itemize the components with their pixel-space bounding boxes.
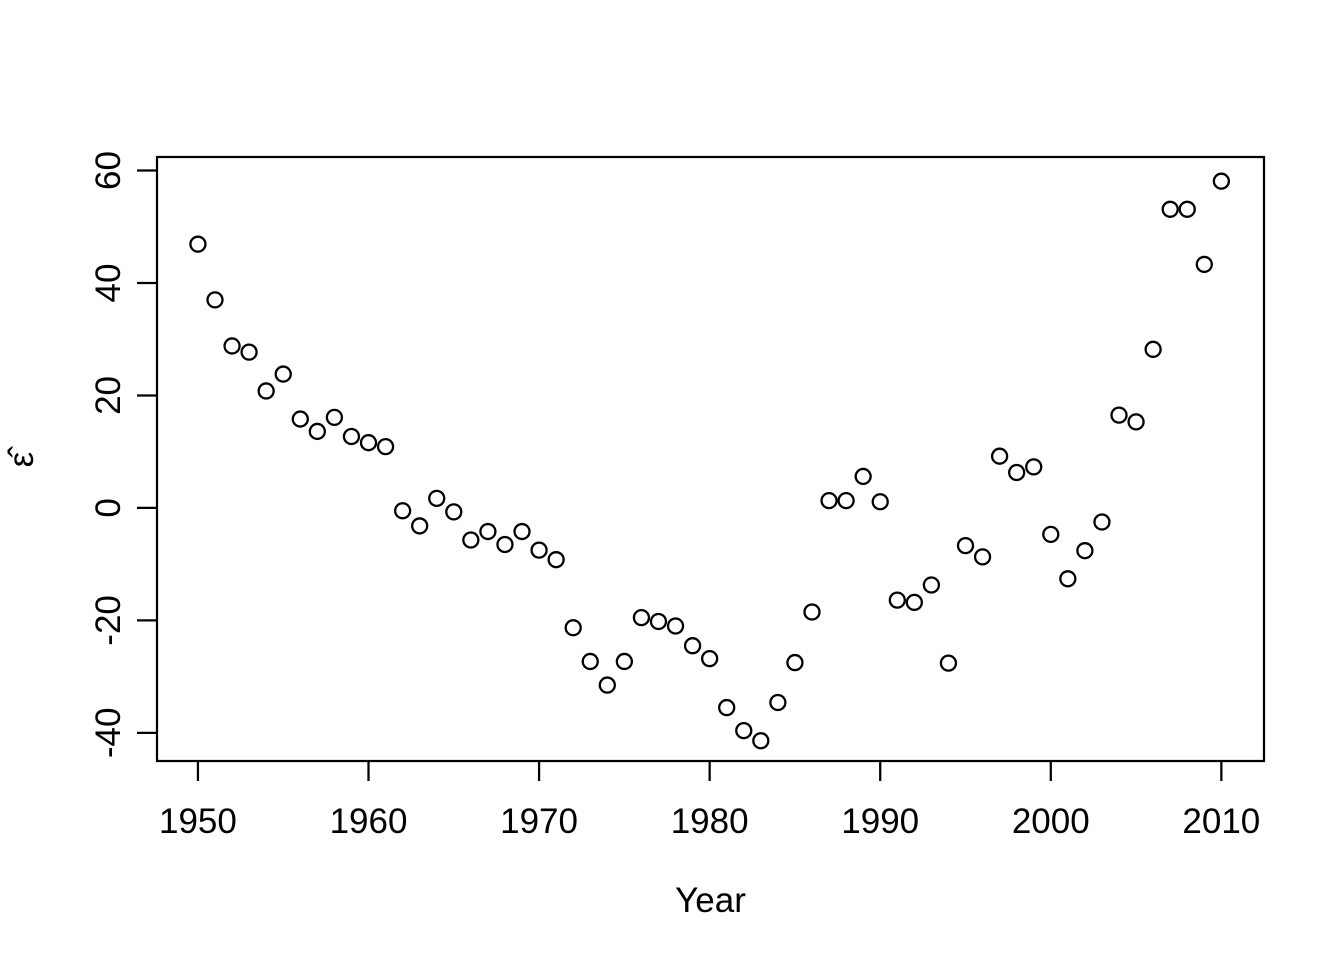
data-point [240,343,258,361]
x-axis: 1950 1960 1970 1980 1990 2000 2010 [159,761,1260,841]
y-tick-label: 40 [89,264,128,303]
x-tick-label: 2010 [1182,802,1260,841]
data-point [1110,406,1128,424]
data-point [376,437,395,456]
data-point [666,617,685,635]
data-point [547,551,565,569]
data-points [189,172,1231,750]
y-tick-label: 60 [89,151,128,190]
data-point [257,382,275,400]
data-point [1093,513,1111,531]
data-point [479,522,497,541]
data-point [786,653,804,672]
data-point [513,522,531,541]
data-point [411,517,429,535]
data-point [581,652,599,671]
x-tick-label: 2000 [1012,802,1090,841]
y-tick-label: 20 [89,376,128,415]
data-point [735,721,753,740]
data-point [428,489,446,508]
data-point [649,612,668,631]
data-point [1161,200,1179,218]
data-point [990,447,1009,465]
data-point [530,541,548,559]
x-axis-title: Year [675,881,746,920]
data-point [1025,458,1043,476]
data-point [632,608,651,627]
data-point [1144,340,1162,358]
data-point [291,410,309,428]
data-point [206,291,224,309]
data-point [752,732,770,750]
data-point [871,493,889,511]
data-point [939,654,958,672]
data-point [837,491,855,510]
data-point [973,548,992,566]
data-point [1195,255,1213,274]
plot-box [155,155,1266,763]
data-point [854,467,872,486]
data-point [1076,542,1094,560]
y-axis: -40 -20 0 20 40 60 [89,151,157,758]
data-point [615,652,634,671]
data-point [700,649,719,668]
data-point [189,235,207,253]
data-point [496,535,514,554]
data-point [683,637,702,655]
data-point [274,365,292,383]
data-point [718,698,736,717]
data-point [445,503,463,521]
data-point [820,491,838,510]
x-tick-label: 1970 [500,802,578,841]
data-point [359,434,378,452]
data-point [888,591,906,609]
x-tick-label: 1960 [330,802,408,841]
data-point [1059,570,1077,588]
y-tick-label: -20 [89,595,128,646]
data-point [905,593,923,612]
data-point [1127,413,1145,431]
data-point [564,619,582,637]
data-point [342,427,361,446]
y-axis-title: ε̂ [2,446,41,468]
x-tick-label: 1950 [159,802,237,841]
data-point [769,693,787,712]
y-tick-label: -40 [89,708,128,759]
x-tick-label: 1980 [671,802,749,841]
data-point [1212,172,1231,190]
data-point [308,422,326,441]
data-point [1042,525,1060,544]
data-point [1178,200,1196,218]
x-tick-label: 1990 [841,802,919,841]
data-point [922,576,941,594]
data-point [223,337,241,355]
data-point [956,536,975,555]
data-point [462,531,480,549]
data-point [1008,463,1026,482]
y-tick-label: 0 [89,498,128,517]
data-point [598,676,616,694]
data-point [393,502,412,520]
data-point [803,603,821,621]
data-point [325,408,344,427]
